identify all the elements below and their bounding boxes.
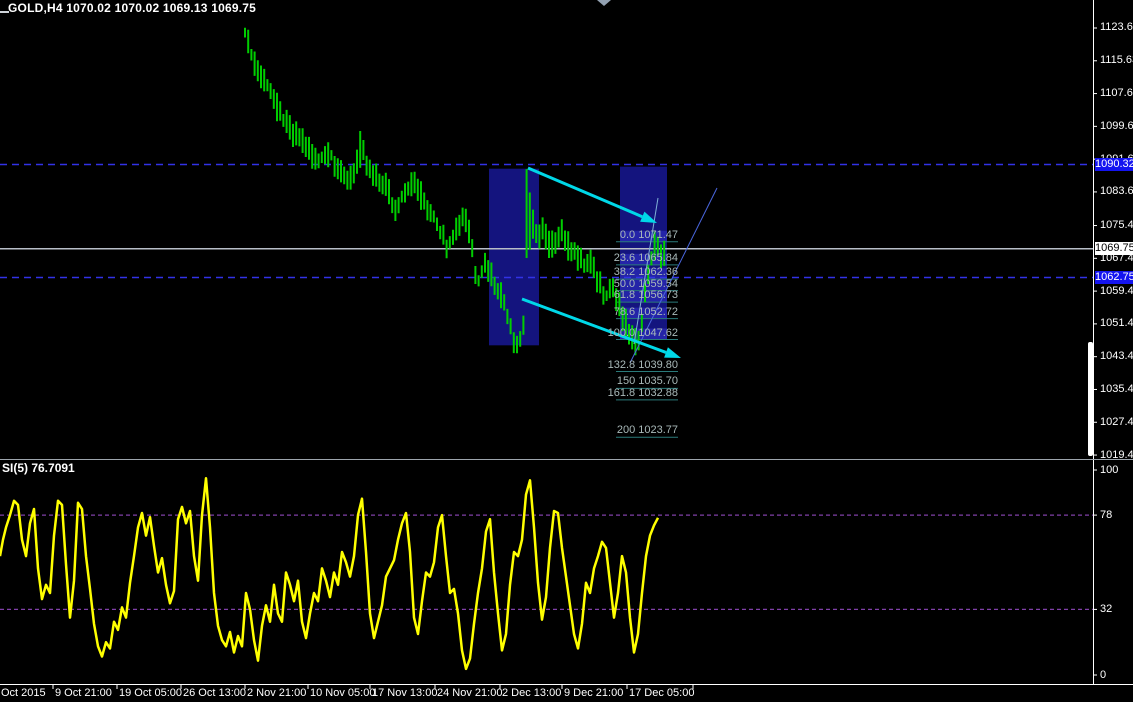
time-axis-label: 9 Oct 21:00 bbox=[55, 687, 112, 699]
trend-arrow[interactable] bbox=[521, 297, 667, 354]
time-axis-label: 17 Nov 13:00 bbox=[372, 687, 438, 699]
indicator-axis-label: 100 bbox=[1100, 463, 1119, 476]
time-axis-label: 2 Dec 13:00 bbox=[502, 687, 562, 699]
trend-arrow-head bbox=[640, 211, 657, 223]
price-axis-label: 1115.63 bbox=[1100, 54, 1133, 67]
fib-level-label: 0.0 1071.47 bbox=[619, 228, 678, 241]
fib-row-band bbox=[620, 268, 667, 280]
fib-level-label: 23.6 1065.84 bbox=[613, 251, 678, 264]
time-axis-label: 19 Oct 05:00 bbox=[119, 687, 182, 699]
time-axis-label: 17 Dec 05:00 bbox=[629, 687, 695, 699]
highlight-rectangle[interactable] bbox=[489, 168, 539, 346]
level-price-badge: 1090.32 bbox=[1095, 158, 1133, 171]
fib-level-label: 161.8 1032.88 bbox=[607, 386, 678, 399]
level-price-badge: 1062.75 bbox=[1095, 271, 1133, 284]
fib-row-band bbox=[620, 307, 667, 319]
current-price-badge: 1069.75 bbox=[1095, 242, 1133, 256]
vertical-scrollbar-thumb[interactable] bbox=[1088, 342, 1093, 456]
price-axis-label: 1107.63 bbox=[1100, 87, 1133, 100]
candlestick-series bbox=[244, 27, 666, 356]
fib-row-band bbox=[620, 328, 667, 340]
time-axis-label: 2 Nov 21:00 bbox=[247, 687, 307, 699]
price-axis-label: 1051.43 bbox=[1100, 317, 1133, 330]
price-axis-label: 1099.63 bbox=[1100, 119, 1133, 132]
price-axis-label: 1019.43 bbox=[1100, 448, 1133, 461]
price-axis-label: 1123.63 bbox=[1100, 21, 1133, 34]
price-axis-label: 1059.43 bbox=[1100, 284, 1133, 297]
time-axis-label: 9 Dec 21:00 bbox=[564, 687, 624, 699]
time-axis-label: Oct 2015 bbox=[1, 687, 46, 699]
fib-row-band bbox=[620, 230, 667, 242]
indicator-label: SI(5) 76.7091 bbox=[2, 461, 75, 475]
rsi-line bbox=[0, 476, 660, 671]
fib-row-band bbox=[620, 291, 667, 303]
chart-shift-marker[interactable] bbox=[597, 0, 611, 6]
time-axis-label: 26 Oct 13:00 bbox=[183, 687, 246, 699]
fib-level-label: 132.8 1039.80 bbox=[607, 358, 678, 371]
price-axis-label: 1035.43 bbox=[1100, 382, 1133, 395]
price-axis-label: 1083.63 bbox=[1100, 185, 1133, 198]
indicator-axis-label: 32 bbox=[1100, 602, 1113, 615]
fib-level-label: 150 1035.70 bbox=[616, 375, 678, 388]
trend-arrow-head bbox=[664, 347, 681, 358]
fib-level-label: 50.0 1059.54 bbox=[613, 277, 678, 290]
fib-level-label: 200 1023.77 bbox=[616, 424, 678, 437]
trend-arrow[interactable] bbox=[527, 166, 643, 219]
time-axis-label: 24 Nov 21:00 bbox=[437, 687, 503, 699]
chart-title: GOLD,H4 1070.02 1070.02 1069.13 1069.75 bbox=[8, 1, 256, 15]
indicator-axis-label: 0 bbox=[1100, 668, 1107, 681]
fib-level-label: 38.2 1062.36 bbox=[613, 266, 678, 279]
fib-level-label: 61.8 1056.73 bbox=[613, 289, 678, 302]
price-axis-label: 1075.43 bbox=[1100, 219, 1133, 232]
trendline[interactable] bbox=[629, 187, 718, 364]
fib-level-label: 78.6 1052.72 bbox=[613, 305, 678, 318]
fib-level-label: 100.0 1047.62 bbox=[607, 326, 678, 339]
price-axis-label: 1043.43 bbox=[1100, 350, 1133, 363]
left-edge-tick bbox=[0, 11, 9, 13]
fib-row-band bbox=[620, 253, 667, 265]
time-axis-label: 10 Nov 05:00 bbox=[310, 687, 376, 699]
indicator-axis-label: 78 bbox=[1100, 508, 1113, 521]
price-axis-label: 1027.43 bbox=[1100, 415, 1133, 428]
